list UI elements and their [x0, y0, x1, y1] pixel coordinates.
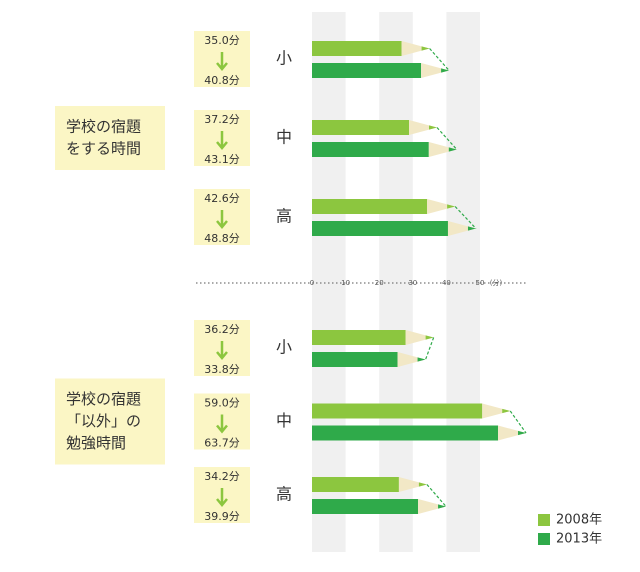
pencil-lead [448, 147, 457, 152]
grid-band [446, 12, 480, 552]
pencil-wood [421, 63, 450, 78]
x-tick-label: 0 [310, 279, 314, 287]
change-line [509, 410, 527, 434]
legend-label: 2008年 [556, 513, 602, 528]
x-tick-label: 50 [476, 279, 485, 287]
x-tick-label: 10 [341, 279, 350, 287]
value-label: 34.2分 [204, 470, 240, 483]
arrow [216, 52, 228, 71]
legend-label: 2013年 [556, 532, 602, 547]
category-label: 高 [276, 207, 292, 226]
pencil-wood [401, 41, 430, 56]
pencil-body [312, 330, 406, 345]
pencil-wood [427, 199, 456, 214]
pencil-lead [428, 125, 437, 130]
pencil-wood [408, 120, 437, 135]
change-line [425, 337, 435, 360]
group-label: をする時間 [66, 140, 141, 158]
value-label: 59.0分 [204, 397, 240, 410]
x-tick-label: 30 [408, 279, 417, 287]
arrow [216, 131, 228, 150]
x-tick-label: 20 [375, 279, 384, 287]
pencil-body [312, 425, 499, 441]
category-label: 中 [276, 411, 292, 430]
arrow [216, 210, 228, 229]
pencil-body [312, 221, 448, 236]
value-label: 36.2分 [204, 323, 240, 336]
group-label: 学校の宿題 [66, 118, 141, 136]
pencil-lead [441, 68, 450, 73]
category-label: 中 [276, 128, 292, 147]
pencil-lead [502, 408, 511, 414]
pencil-body [312, 499, 419, 514]
x-tick-label: 40 [442, 279, 451, 287]
pencil-lead [421, 46, 430, 51]
category-label: 高 [276, 485, 292, 504]
grid-band [312, 12, 346, 552]
pencil-lead [425, 335, 434, 340]
value-label: 40.8分 [204, 74, 240, 87]
legend-swatch [538, 514, 550, 526]
pencil-wood [428, 142, 457, 157]
pencil-body [312, 477, 399, 492]
category-label: 小 [276, 338, 292, 357]
pencil-body [312, 352, 398, 367]
pencil-wood [397, 352, 426, 367]
pencil-body [312, 142, 429, 157]
arrow [216, 488, 228, 507]
pencil-body [312, 403, 483, 419]
value-label: 37.2分 [204, 113, 240, 126]
pencil-wood [398, 477, 427, 492]
group-label-box [55, 378, 165, 465]
value-label: 42.6分 [204, 192, 240, 205]
pencil-lead [467, 226, 476, 231]
category-label: 小 [276, 49, 292, 68]
pencil-wood [405, 330, 434, 345]
value-label: 43.1分 [204, 153, 240, 166]
value-label: 48.8分 [204, 232, 240, 245]
x-unit: (分) [490, 278, 503, 287]
group-label: 「以外」の [66, 412, 141, 430]
pencil-wood [418, 499, 447, 514]
arrow [216, 341, 228, 360]
pencil-wood [482, 403, 511, 419]
change-line [454, 206, 477, 229]
group-label-box [55, 106, 165, 170]
value-label: 33.8分 [204, 363, 240, 376]
pencil-body [312, 63, 422, 78]
pencil-lead [418, 482, 427, 487]
legend-swatch [538, 533, 550, 545]
pencil-lead [417, 357, 426, 362]
pencil-body [312, 120, 409, 135]
value-label: 63.7分 [204, 437, 240, 450]
arrow [216, 414, 228, 434]
pencil-wood [498, 425, 527, 441]
value-label: 39.9分 [204, 510, 240, 523]
group-label: 学校の宿題 [66, 390, 141, 408]
pencil-lead [518, 430, 527, 436]
pencil-lead [438, 504, 447, 509]
pencil-lead [447, 204, 456, 209]
grid-band [379, 12, 413, 552]
pencil-wood [447, 221, 476, 236]
pencil-body [312, 199, 428, 214]
value-label: 35.0分 [204, 34, 240, 47]
pencil-body [312, 41, 402, 56]
group-label: 勉強時間 [66, 434, 126, 452]
